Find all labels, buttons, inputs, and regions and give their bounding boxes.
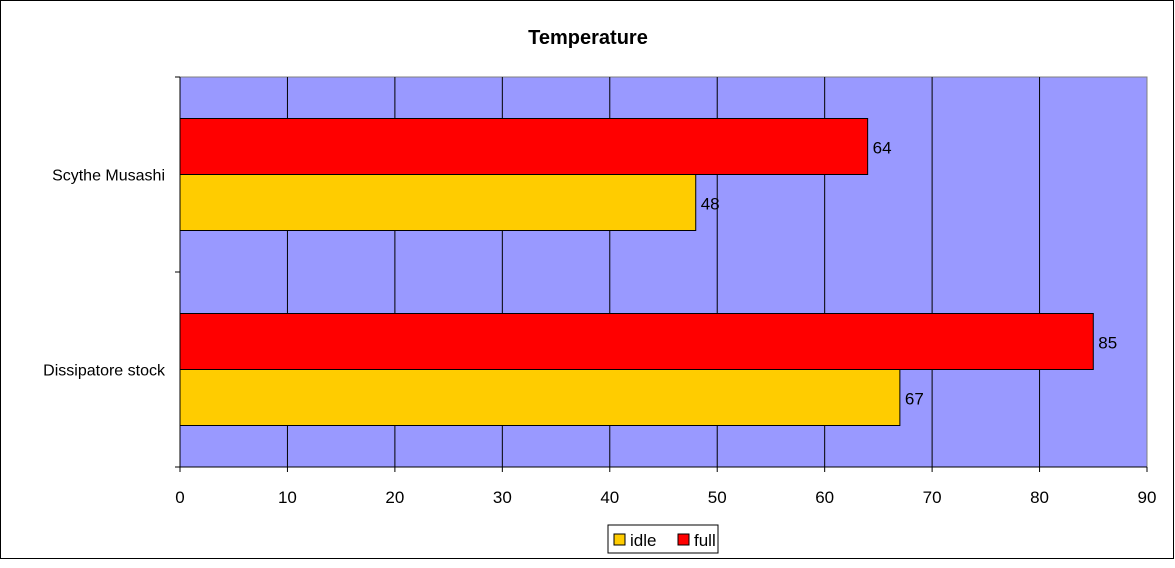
x-tick-label: 10	[278, 488, 297, 507]
bar-idle	[179, 174, 697, 231]
legend-label-full: full	[694, 531, 716, 550]
x-tick-label: 0	[175, 488, 184, 507]
legend-label-idle: idle	[630, 531, 656, 550]
x-tick-label: 40	[600, 488, 619, 507]
data-label: 48	[701, 195, 720, 214]
x-tick-label: 20	[385, 488, 404, 507]
bar-full	[179, 118, 869, 175]
data-label: 85	[1098, 334, 1117, 353]
legend-swatch-idle	[613, 533, 626, 546]
x-tick-label: 50	[708, 488, 727, 507]
data-label: 64	[873, 139, 892, 158]
x-tick-label: 80	[1030, 488, 1049, 507]
x-tick-label: 30	[493, 488, 512, 507]
x-tick-label: 90	[1138, 488, 1157, 507]
legend-swatch-full	[677, 533, 690, 546]
x-tick-label: 70	[923, 488, 942, 507]
data-label: 67	[905, 390, 924, 409]
legend	[607, 524, 719, 554]
y-tick-label: Dissipatore stock	[43, 363, 166, 380]
y-tick-label: Scythe Musashi	[52, 168, 165, 185]
bar-idle	[179, 369, 901, 426]
chart-title: Temperature	[528, 27, 648, 49]
bar-full	[179, 313, 1094, 370]
x-tick-label: 60	[815, 488, 834, 507]
